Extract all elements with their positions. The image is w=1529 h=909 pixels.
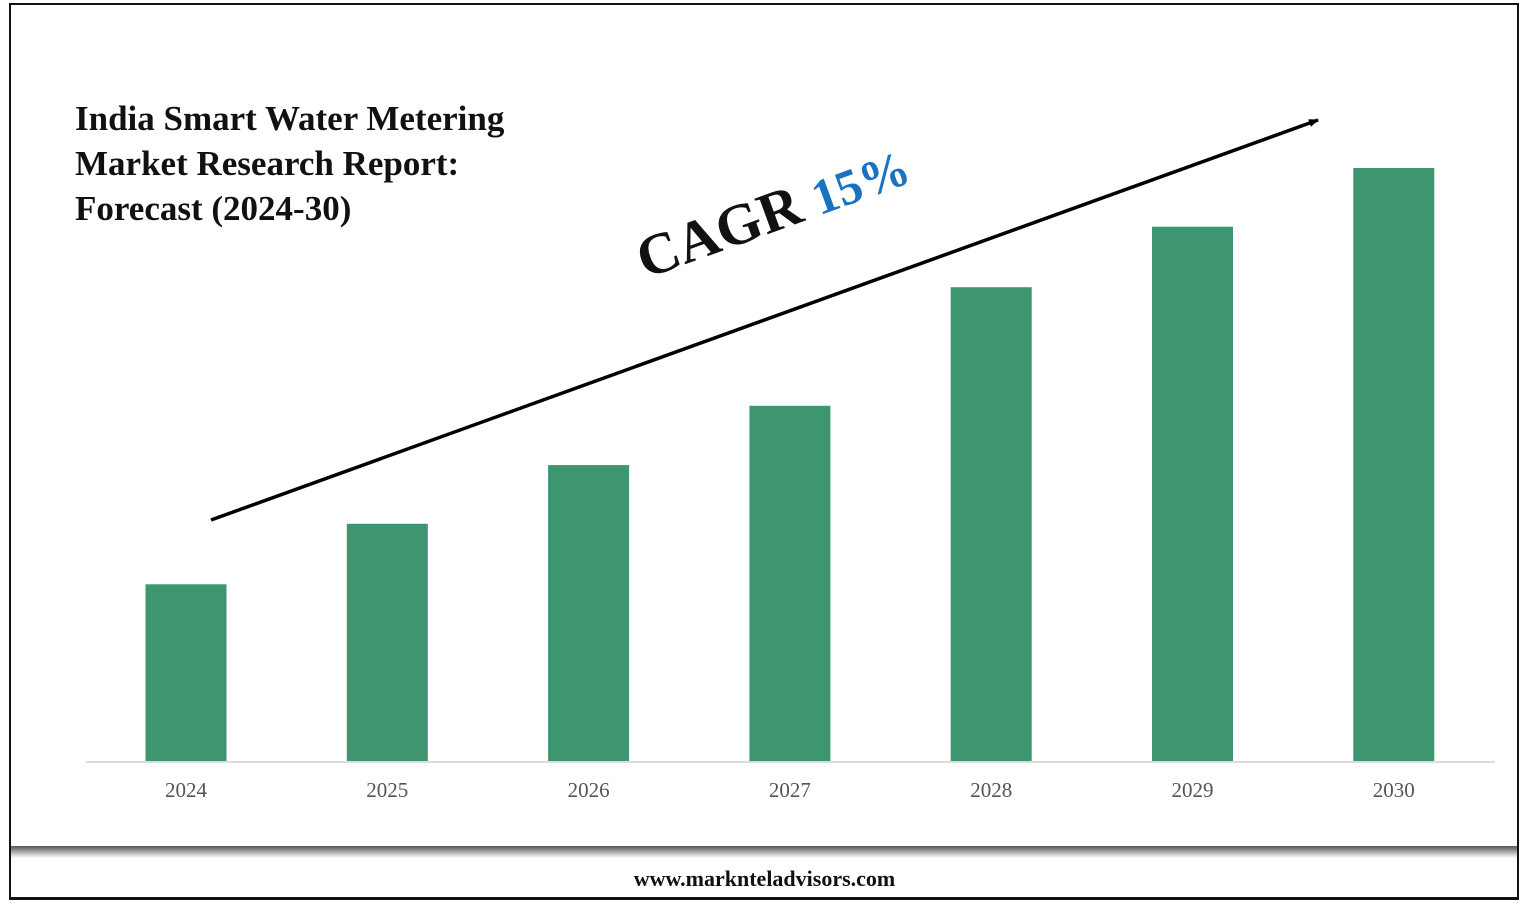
x-tick-label: 2025 (366, 778, 408, 802)
x-tick-label: 2027 (769, 778, 811, 802)
x-tick-label: 2028 (970, 778, 1012, 802)
chart-frame (9, 3, 1519, 900)
x-tick-label: 2029 (1172, 778, 1214, 802)
footer-divider (11, 846, 1517, 858)
footer-website: www.marknteladvisors.com (633, 866, 896, 891)
bar-2024 (145, 584, 227, 761)
bar-2025 (346, 523, 428, 761)
x-tick-label: 2026 (568, 778, 610, 802)
x-tick-label: 2024 (165, 778, 208, 802)
bar-2028 (950, 287, 1032, 761)
chart-title: India Smart Water Metering Market Resear… (75, 99, 505, 228)
bar-2027 (749, 405, 831, 761)
bar-2029 (1152, 226, 1233, 761)
bar-2026 (548, 465, 630, 761)
x-tick-label: 2030 (1373, 778, 1415, 802)
bar-2030 (1353, 168, 1435, 761)
growth-arrow (210, 118, 1319, 522)
